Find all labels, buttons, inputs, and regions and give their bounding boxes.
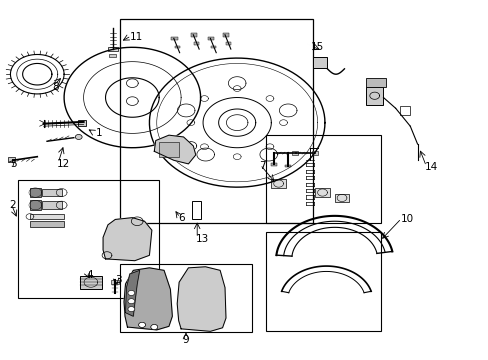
- Bar: [194, 42, 199, 45]
- Bar: [30, 201, 41, 210]
- Text: 7: 7: [259, 161, 265, 171]
- Bar: [78, 120, 85, 126]
- Text: 13: 13: [195, 234, 208, 244]
- Bar: [109, 54, 116, 57]
- Bar: [211, 45, 216, 48]
- Text: 3: 3: [115, 275, 122, 285]
- Circle shape: [139, 322, 145, 327]
- Bar: [207, 37, 214, 40]
- Circle shape: [151, 324, 158, 329]
- Bar: [271, 179, 285, 188]
- Bar: [225, 42, 230, 45]
- Bar: [315, 188, 329, 197]
- Polygon shape: [177, 267, 225, 331]
- Bar: [174, 45, 179, 48]
- Bar: [399, 107, 409, 116]
- Bar: [8, 157, 15, 162]
- Bar: [42, 189, 61, 197]
- Bar: [80, 276, 102, 289]
- Bar: [285, 165, 291, 167]
- Text: 10: 10: [400, 215, 413, 224]
- Bar: [366, 78, 385, 87]
- Bar: [190, 33, 197, 37]
- Circle shape: [128, 307, 135, 312]
- Circle shape: [75, 134, 82, 139]
- Bar: [18, 180, 159, 298]
- Text: 6: 6: [178, 213, 185, 222]
- Text: 1: 1: [96, 129, 102, 138]
- Bar: [30, 221, 64, 226]
- Bar: [270, 163, 276, 166]
- Bar: [266, 135, 380, 223]
- Text: 5: 5: [10, 159, 17, 169]
- Bar: [30, 214, 64, 220]
- Polygon shape: [124, 268, 172, 330]
- Text: 4: 4: [86, 270, 92, 280]
- Circle shape: [128, 291, 135, 296]
- Bar: [30, 188, 41, 197]
- Bar: [266, 232, 380, 330]
- Bar: [108, 46, 118, 51]
- Bar: [292, 151, 298, 155]
- Text: 15: 15: [310, 42, 323, 52]
- Text: 11: 11: [130, 32, 143, 41]
- Bar: [171, 37, 177, 40]
- Bar: [366, 87, 383, 105]
- Text: 14: 14: [424, 162, 437, 172]
- Polygon shape: [103, 218, 152, 261]
- Polygon shape: [154, 135, 195, 164]
- Text: 12: 12: [57, 159, 70, 169]
- Bar: [191, 201, 200, 220]
- Bar: [110, 230, 140, 252]
- Bar: [159, 142, 178, 157]
- Polygon shape: [125, 270, 140, 316]
- Text: 8: 8: [52, 82, 59, 92]
- Bar: [312, 57, 327, 68]
- Bar: [311, 151, 317, 155]
- Bar: [111, 280, 119, 284]
- Bar: [222, 33, 228, 37]
- Circle shape: [128, 299, 135, 304]
- Text: 9: 9: [183, 334, 189, 345]
- Bar: [120, 19, 312, 223]
- Bar: [120, 264, 251, 332]
- Text: 2: 2: [9, 200, 16, 210]
- Bar: [42, 201, 61, 209]
- Bar: [334, 194, 348, 202]
